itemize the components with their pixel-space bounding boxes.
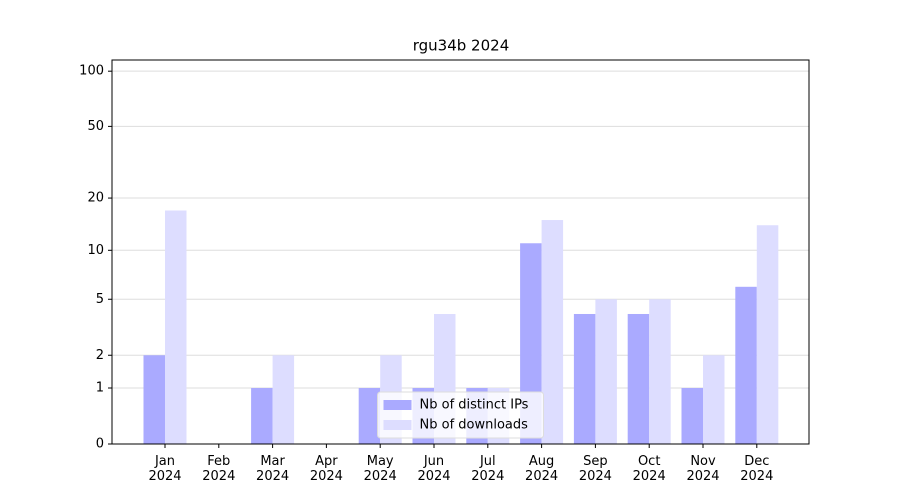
y-tick-label: 2 (96, 348, 104, 363)
x-tick-label: Dec 2024 (740, 454, 773, 484)
bar (649, 299, 671, 444)
bar (143, 355, 165, 444)
x-tick-label: Jan 2024 (148, 454, 181, 484)
bar (165, 210, 187, 444)
x-tick-label: Sep 2024 (579, 454, 612, 484)
x-tick-label: Jun 2024 (417, 454, 450, 484)
bar (541, 220, 564, 444)
y-tick-label: 50 (87, 119, 104, 134)
chart-title: rgu34b 2024 (413, 37, 509, 55)
bar (595, 299, 617, 444)
y-tick-label: 20 (87, 191, 104, 206)
x-tick-label: May 2024 (364, 454, 397, 484)
x-tick-label: Mar 2024 (256, 454, 289, 484)
x-tick-label: Feb 2024 (202, 454, 235, 484)
bar (272, 355, 295, 444)
bar (681, 388, 703, 444)
legend-label: Nb of distinct IPs (420, 398, 529, 413)
plot-frame (111, 59, 810, 445)
x-tick-label: Apr 2024 (310, 454, 343, 484)
bar (703, 355, 725, 444)
bar (358, 388, 381, 444)
x-tick-label: Oct 2024 (633, 454, 666, 484)
y-tick-label: 10 (87, 243, 104, 258)
bar (573, 313, 596, 444)
y-tick-label: 1 (96, 381, 104, 396)
x-tick-label: Nov 2024 (686, 454, 719, 484)
bar (627, 313, 650, 444)
legend-swatch (383, 420, 412, 430)
bar (735, 286, 757, 444)
legend-swatch (383, 400, 412, 410)
y-tick-label: 5 (96, 292, 104, 307)
x-tick-label: Aug 2024 (525, 454, 558, 484)
y-tick-label: 100 (79, 64, 104, 79)
legend-label: Nb of downloads (420, 418, 529, 433)
bar (756, 225, 779, 444)
bar (251, 388, 273, 444)
legend-box (377, 391, 544, 439)
y-tick-label: 0 (96, 437, 104, 452)
x-tick-label: Jul 2024 (471, 454, 504, 484)
